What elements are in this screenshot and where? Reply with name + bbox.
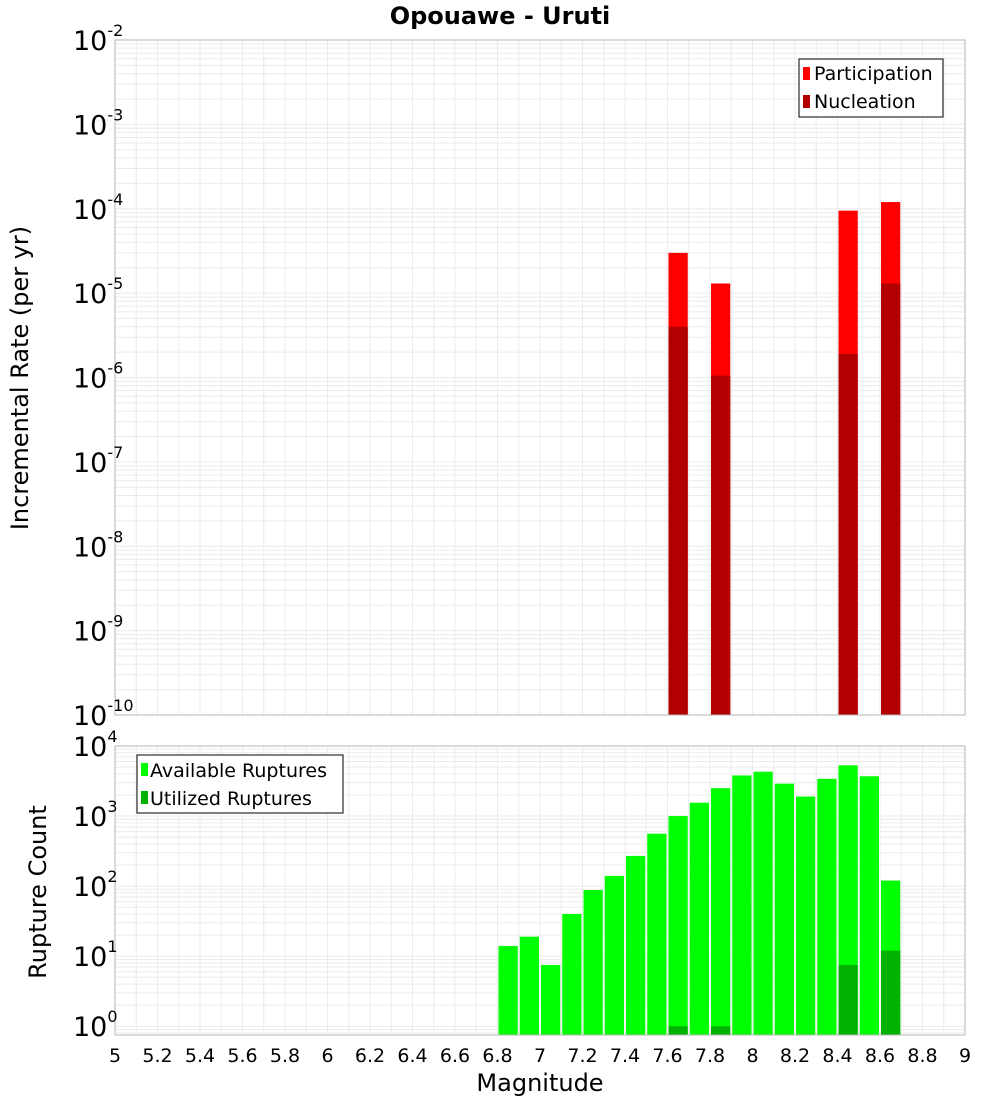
available-ruptures-bar [859, 776, 879, 1035]
utilized-ruptures-bar [881, 950, 901, 1035]
x-tick-label: 9 [959, 1045, 971, 1067]
y-tick-label: 10-3 [73, 105, 123, 141]
count-y-tick-labels: 100 101 102 103 104 [73, 727, 118, 1043]
y-tick-label: 10-10 [73, 696, 134, 732]
y-tick-label: 10-9 [73, 612, 123, 648]
y-tick-label: 104 [73, 727, 118, 763]
available-ruptures-bar [626, 855, 646, 1035]
rate-y-tick-labels: 10-10 10-9 10-8 10-7 10-6 10-5 10-4 10-3 10-2 [73, 21, 134, 732]
utilized-ruptures-bar [711, 1026, 731, 1035]
available-ruptures-bar [668, 816, 688, 1035]
rate-legend: Participation Nucleation [798, 58, 944, 118]
y-tick-label: 10-8 [73, 527, 123, 563]
legend-label-participation: Participation [814, 63, 933, 85]
nucleation-bar [881, 283, 901, 715]
count-legend-box [136, 754, 344, 814]
available-ruptures-bar [732, 775, 752, 1035]
chart-title: Opouawe - Uruti [390, 2, 611, 30]
x-tick-label: 6.6 [440, 1045, 470, 1067]
rate-panel: 10-10 10-9 10-8 10-7 10-6 10-5 10-4 10-3 10-2 In… [6, 21, 966, 732]
count-legend: Available Ruptures Utilized Ruptures [136, 754, 344, 814]
x-tick-label: 5.2 [142, 1045, 172, 1067]
legend-label-utilized: Utilized Ruptures [150, 788, 312, 810]
legend-swatch-utilized [141, 791, 148, 804]
utilized-ruptures-bar [838, 964, 858, 1035]
y-tick-label: 101 [73, 937, 118, 973]
y-tick-label: 10-4 [73, 190, 123, 226]
y-tick-label: 102 [73, 867, 118, 903]
y-tick-label: 10-5 [73, 274, 123, 310]
available-ruptures-bar [774, 783, 794, 1035]
y-tick-label: 10-6 [73, 359, 123, 395]
legend-swatch-nucleation [803, 95, 810, 108]
magnitude-tick-labels: 5 5.2 5.4 5.6 5.8 6 6.2 6.4 6.6 6.8 7 7.2 7.4 7.6 7.8 8… [109, 1045, 971, 1067]
rate-bars [668, 202, 901, 715]
x-tick-label: 7.8 [695, 1045, 725, 1067]
legend-swatch-participation [803, 67, 810, 80]
rate-gridlines [114, 39, 966, 716]
nucleation-bar [668, 326, 688, 715]
legend-label-available: Available Ruptures [150, 760, 327, 782]
x-tick-label: 5 [109, 1045, 121, 1067]
x-tick-label: 8 [746, 1045, 758, 1067]
legend-swatch-available [141, 763, 148, 776]
available-ruptures-bar [583, 890, 603, 1035]
x-tick-label: 8.8 [907, 1045, 937, 1067]
available-ruptures-bar [711, 788, 731, 1035]
x-tick-label: 8.4 [822, 1045, 852, 1067]
available-ruptures-bar [604, 875, 624, 1035]
available-ruptures-bar [796, 796, 816, 1035]
x-tick-label: 7.2 [567, 1045, 597, 1067]
x-tick-label: 5.4 [185, 1045, 215, 1067]
y-tick-label: 100 [73, 1007, 118, 1043]
x-tick-label: 5.8 [270, 1045, 300, 1067]
x-tick-label: 6.4 [397, 1045, 427, 1067]
y-tick-label: 10-2 [73, 21, 123, 57]
x-tick-label: 8.2 [780, 1045, 810, 1067]
x-axis-label: Magnitude [476, 1069, 603, 1097]
x-tick-label: 6.2 [355, 1045, 385, 1067]
available-ruptures-bar [498, 945, 518, 1035]
rate-legend-box [798, 58, 944, 118]
available-ruptures-bar [541, 964, 561, 1035]
x-tick-label: 7 [534, 1045, 546, 1067]
available-ruptures-bar [753, 771, 773, 1035]
x-tick-label: 5.6 [227, 1045, 257, 1067]
rate-plot-frame [114, 39, 966, 716]
rate-y-axis-label: Incremental Rate (per yr) [6, 226, 34, 530]
available-ruptures-bar [519, 936, 539, 1035]
y-tick-label: 103 [73, 797, 118, 833]
x-tick-label: 7.6 [652, 1045, 682, 1067]
nucleation-bar [838, 353, 858, 715]
utilized-ruptures-bar [668, 1026, 688, 1035]
count-y-axis-label: Rupture Count [24, 805, 52, 979]
x-tick-label: 6 [321, 1045, 333, 1067]
legend-label-nucleation: Nucleation [814, 91, 916, 113]
x-tick-label: 7.4 [610, 1045, 640, 1067]
nucleation-bar [711, 375, 731, 715]
x-tick-label: 8.6 [865, 1045, 895, 1067]
available-ruptures-bar [647, 833, 667, 1035]
available-ruptures-bar [562, 914, 582, 1035]
available-ruptures-bar [817, 778, 837, 1035]
available-ruptures-bar [689, 802, 709, 1035]
count-panel: 100 101 102 103 104 5 5.2 5.4 5.6 5.8 6 6.2 6.4 6.6 6… [24, 727, 971, 1097]
y-tick-label: 10-7 [73, 443, 123, 479]
x-tick-label: 6.8 [482, 1045, 512, 1067]
count-plot-frame [114, 745, 966, 1036]
count-bars [498, 765, 901, 1035]
